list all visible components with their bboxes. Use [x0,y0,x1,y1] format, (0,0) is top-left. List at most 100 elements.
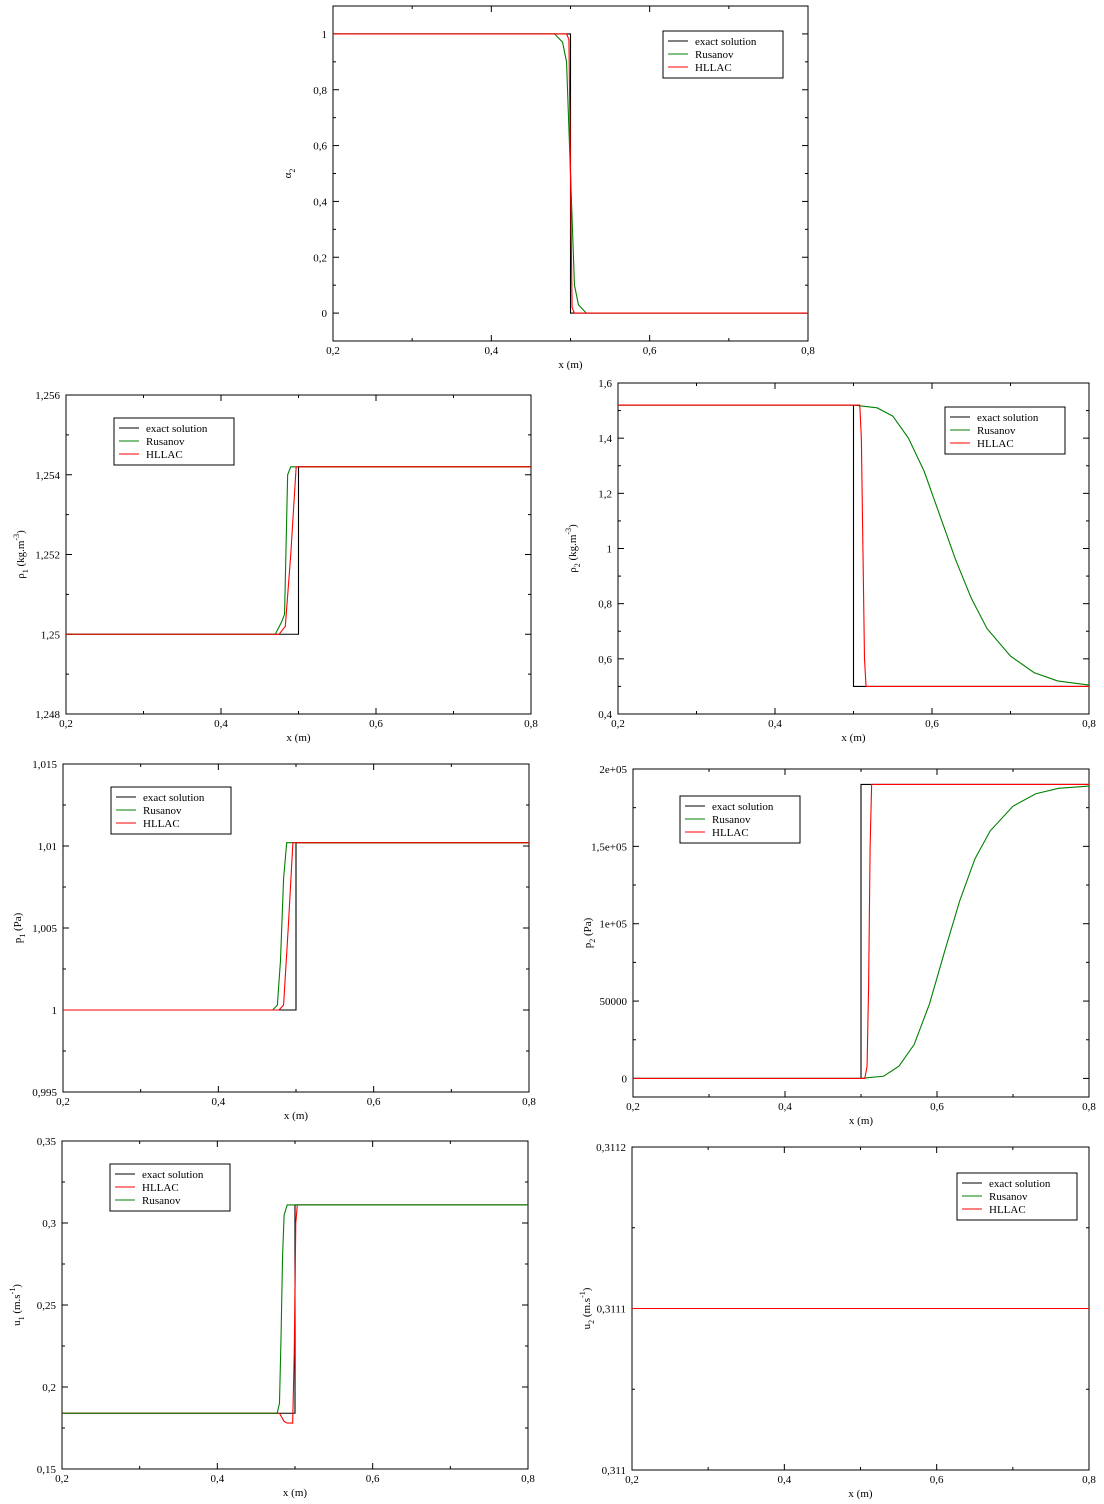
y-axis-label-sup: -3 [12,534,21,541]
legend-label: exact solution [712,801,774,813]
y-axis-label: ρ2 (kg.m-3) [564,524,582,573]
y-tick-label: 50000 [600,996,628,1008]
legend-label: HLLAC [143,818,180,830]
series-line-rusanov [633,785,1089,1079]
y-tick-label: 0,35 [37,1136,57,1148]
y-tick-label: 1,252 [35,550,60,562]
y-tick-label: 0,3111 [597,1304,626,1316]
series-line-hllac [63,842,529,1011]
x-tick-label: 0,8 [522,1096,536,1108]
legend-label: HLLAC [142,1182,179,1194]
y-axis-label-sub: 2 [573,563,582,567]
y-tick-label: 0,3 [42,1218,56,1230]
x-tick-label: 0,2 [625,1474,639,1486]
y-axis-label: p2 (Pa) [582,917,597,948]
y-axis-label-base: u [581,1323,593,1329]
y-axis-label-unit: (kg.m [567,534,579,563]
x-axis-label: x (m) [849,1115,873,1127]
chart-alpha2: 0,2 0,4 0,6 0,8 0 0,2 0,4 0,6 0,8 1 x (m) α2 exact s… [282,5,815,371]
y-tick-label: 1,015 [32,759,57,771]
y-axis-label-end: ) [15,530,27,534]
x-tick-label: 0,8 [1082,1474,1096,1486]
y-tick-label: 1,4 [598,433,612,445]
x-tick-label: 0,2 [611,718,625,730]
y-tick-label: 1,2 [598,488,612,500]
y-axis-label-base: ρ [15,573,27,579]
series-line-hllac [618,404,1089,687]
y-tick-label: 0,2 [42,1382,56,1394]
y-tick-label: 0,8 [598,599,612,611]
legend-label: exact solution [977,412,1039,424]
x-tick-label: 0,4 [214,718,228,730]
legend-label: exact solution [695,36,757,48]
x-tick-label: 0,4 [777,1474,791,1486]
y-axis-label-base: p [582,942,594,948]
legend-label: Rusanov [143,805,182,817]
y-axis-label-base: u [11,1320,23,1326]
x-tick-label: 0,2 [55,1473,69,1485]
legend-label: exact solution [143,792,205,804]
series-line-exact-solution [66,466,531,635]
x-axis-label: x (m) [848,1488,872,1500]
y-tick-label: 2e+05 [599,764,627,776]
y-axis-label-end: ) [11,1284,23,1288]
y-tick-label: 0,8 [313,85,327,97]
chart-u1: 0,2 0,4 0,6 0,80,150,20,250,30,35x (m)u1 (m… [8,1136,535,1499]
y-axis-label-end: ) [581,1287,593,1291]
chart-rho1: 0,2 0,4 0,6 0,8 1,248 1,25 1,252 1,254 1,256 x (m… [12,390,538,744]
y-tick-label: 1,01 [38,841,57,853]
y-tick-label: 1,25 [41,629,61,641]
x-tick-label: 0,8 [1082,718,1096,730]
y-tick-label: 1 [52,1005,58,1017]
y-axis-label-base: α [282,172,294,178]
y-axis-label-sup: -1 [8,1288,17,1295]
y-tick-label: 1,254 [35,470,60,482]
y-axis-label-sup: -3 [564,528,573,535]
y-axis-label-end: ) [567,524,579,528]
y-tick-label: 1,5e+05 [591,841,627,853]
legend-label: exact solution [989,1178,1051,1190]
y-axis-label-unit: (Pa) [582,917,594,938]
y-tick-label: 1,256 [35,390,60,402]
x-tick-label: 0,4 [211,1096,225,1108]
legend-label: Rusanov [989,1191,1028,1203]
y-tick-label: 1 [322,29,328,41]
legend-box [109,1163,231,1212]
y-axis-label-sub: 1 [21,569,30,573]
x-tick-label: 0,6 [925,718,939,730]
y-axis-label-base: p [12,937,24,943]
y-tick-label: 0,311 [602,1465,626,1477]
chart-u2: 0,2 0,4 0,6 0,8 0,311 0,3111 0,3112 x (m) u2 (m.… [578,1142,1096,1500]
y-axis-label: ρ1 (kg.m-3) [12,530,30,579]
y-axis-label-sub: 2 [288,169,297,173]
chart-rho2: 0,2 0,4 0,6 0,80,40,60,811,21,41,6x (m)ρ2 (… [564,378,1096,744]
x-tick-label: 0,6 [366,1473,380,1485]
y-tick-label: 0,4 [313,196,327,208]
y-axis-label: α2 [282,169,297,179]
y-axis-label-sup: -1 [578,1291,587,1298]
y-tick-label: 0 [622,1073,628,1085]
y-tick-label: 1,005 [32,923,57,935]
y-tick-label: 0 [322,308,328,320]
y-tick-label: 1,248 [35,709,60,721]
y-tick-label: 0,3112 [596,1142,626,1154]
y-axis-label-base: ρ [567,567,579,573]
x-axis-label: x (m) [286,732,310,744]
series-line-hllac [633,783,1089,1079]
y-axis-label-sub: 1 [18,934,27,938]
legend-label: exact solution [146,423,208,435]
y-tick-label: 0,25 [37,1300,57,1312]
x-tick-label: 0,6 [367,1096,381,1108]
y-tick-label: 1,6 [598,378,612,390]
series-line-hllac [333,33,808,314]
y-axis-label-sub: 2 [588,939,597,943]
x-axis-label: x (m) [283,1487,307,1499]
legend-label: exact solution [142,1169,204,1181]
legend-label: HLLAC [146,449,183,461]
series-line-hllac [62,1204,528,1424]
legend-label: HLLAC [712,827,749,839]
